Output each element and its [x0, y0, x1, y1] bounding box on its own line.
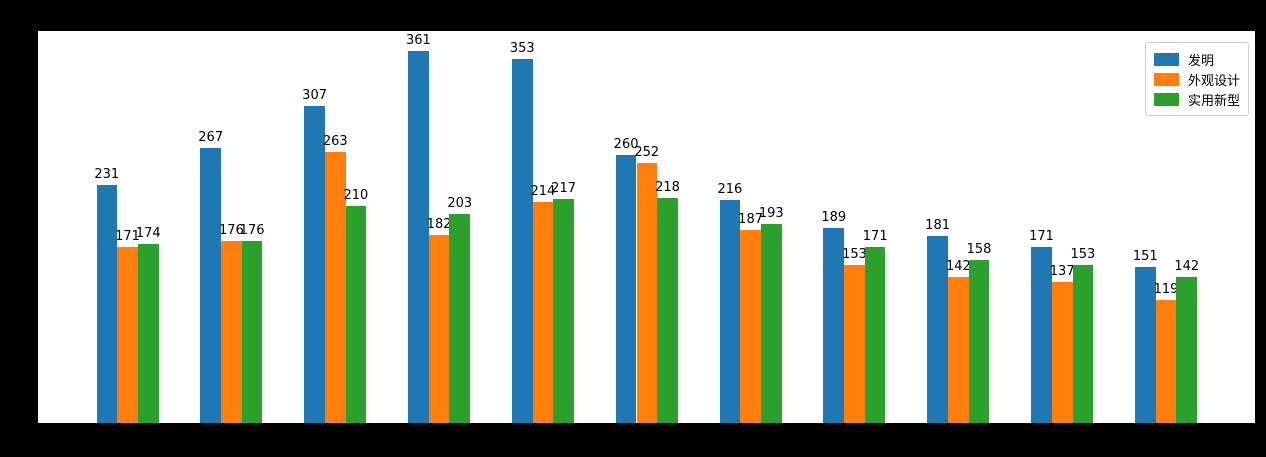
bar-value-label: 176 — [218, 223, 244, 239]
bar-value-label: 218 — [655, 180, 680, 196]
bar — [137, 243, 159, 423]
bar — [553, 199, 574, 423]
bar — [864, 246, 886, 423]
bar-value-label: 187 — [738, 212, 764, 228]
bar — [1072, 265, 1094, 423]
bar-value-label: 353 — [509, 40, 535, 56]
bar — [657, 198, 678, 423]
bar — [615, 154, 637, 423]
legend-swatch — [1153, 92, 1179, 106]
bar — [324, 151, 346, 423]
bar-value-label: 203 — [447, 195, 473, 211]
bar-value-label: 216 — [717, 182, 743, 198]
bar — [968, 260, 990, 423]
legend-item: 实用新型 — [1153, 89, 1240, 109]
bar — [948, 276, 969, 423]
bar-value-label: 176 — [239, 223, 265, 239]
bar-value-label: 151 — [1132, 249, 1158, 265]
bar-value-label: 252 — [634, 145, 660, 160]
bar — [532, 202, 554, 423]
bar — [221, 241, 242, 423]
bar — [511, 58, 533, 423]
bar-value-label: 158 — [966, 242, 992, 257]
bar — [345, 206, 367, 423]
bar — [636, 163, 658, 423]
bar-value-label: 210 — [343, 188, 369, 204]
bar — [200, 147, 221, 423]
bar-value-label: 171 — [862, 228, 888, 244]
bar — [1031, 246, 1052, 423]
bar-value-label: 181 — [925, 218, 951, 234]
legend-swatch — [1153, 72, 1179, 86]
legend-swatch — [1153, 52, 1179, 66]
bar-value-label: 171 — [115, 228, 140, 244]
bar-value-label: 189 — [821, 210, 847, 225]
bar — [241, 241, 263, 423]
bar — [304, 106, 325, 423]
bar-value-label: 142 — [1174, 258, 1200, 274]
bar-value-label: 119 — [1153, 282, 1179, 298]
legend-label: 发明 — [1187, 53, 1214, 69]
bar-value-label: 153 — [1070, 247, 1096, 263]
bar-value-label: 171 — [1029, 228, 1054, 244]
bar — [1176, 276, 1198, 423]
bar-value-label: 263 — [322, 133, 348, 149]
bar — [428, 235, 450, 423]
legend: 发明外观设计实用新型 — [1144, 42, 1249, 116]
bar-value-label: 153 — [842, 247, 867, 263]
bar — [927, 236, 948, 423]
bar-value-label: 231 — [94, 166, 120, 182]
bar-value-label: 260 — [613, 136, 639, 152]
legend-item: 外观设计 — [1153, 69, 1240, 89]
bar-value-label: 142 — [945, 258, 971, 274]
bar-value-label: 182 — [426, 217, 452, 233]
bar — [823, 228, 845, 423]
bar — [719, 200, 741, 423]
bar-value-label: 267 — [198, 129, 224, 145]
bar — [1135, 267, 1156, 423]
bar — [408, 50, 429, 423]
bar-value-label: 174 — [135, 225, 161, 241]
bar — [1051, 281, 1073, 423]
bar-value-label: 214 — [530, 184, 556, 200]
legend-item: 发明 — [1153, 49, 1240, 69]
legend-label: 实用新型 — [1187, 93, 1240, 109]
legend-label: 外观设计 — [1187, 73, 1240, 89]
bar — [96, 184, 118, 423]
plot-area: 231 171 174 267 176 176 307 263 210 361 182 203 353 2… — [38, 31, 1255, 423]
bar-value-label: 361 — [405, 32, 431, 48]
bar — [1155, 300, 1177, 423]
bar — [844, 265, 865, 423]
bar — [117, 246, 138, 423]
bar — [449, 213, 471, 423]
bar — [740, 230, 761, 423]
bar-value-label: 137 — [1049, 263, 1075, 279]
bar-value-label: 217 — [551, 181, 577, 197]
bar-value-label: 307 — [302, 88, 328, 104]
bar — [761, 223, 782, 423]
bar-value-label: 193 — [758, 205, 784, 221]
